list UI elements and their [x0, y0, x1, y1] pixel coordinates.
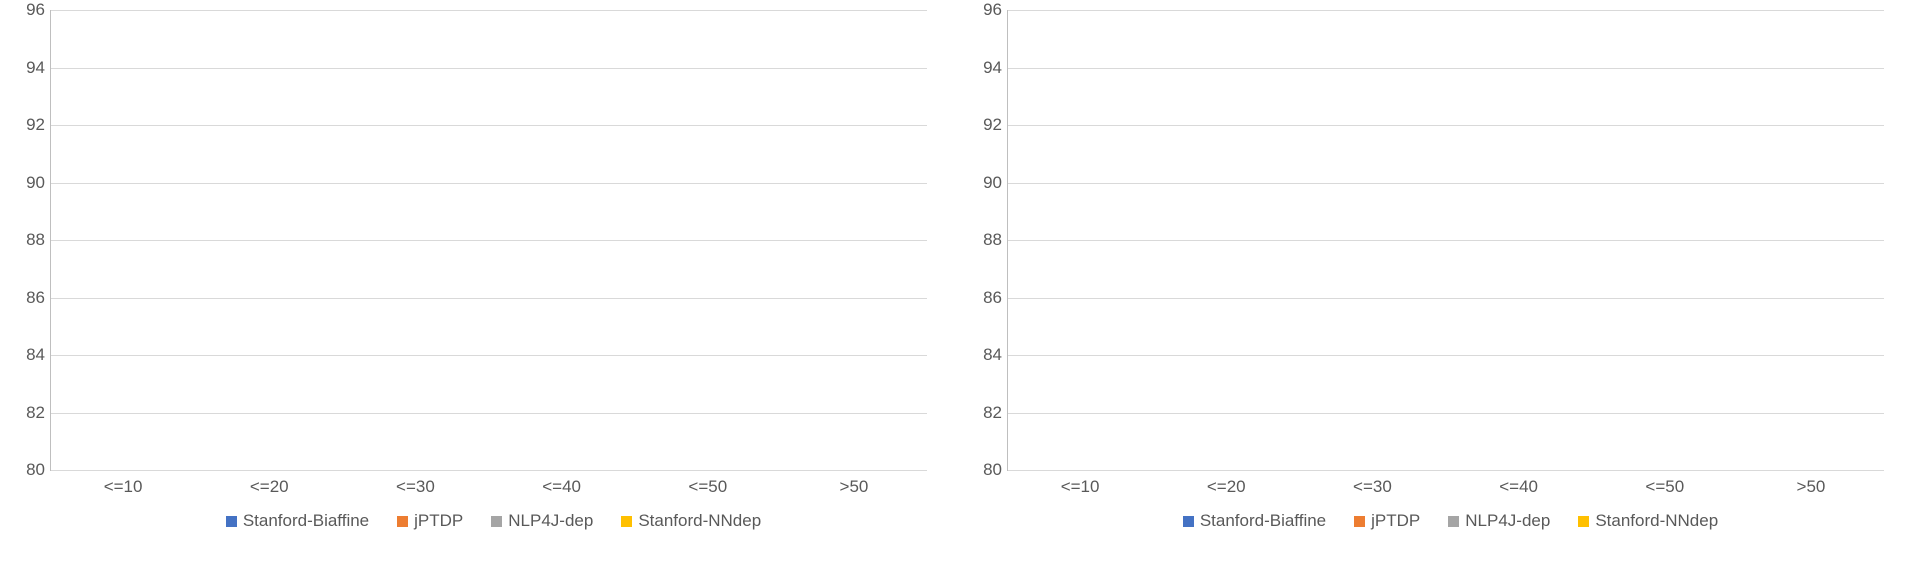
legend-swatch: [1354, 516, 1365, 527]
legend-item: Stanford-Biaffine: [1183, 511, 1326, 531]
xtick-label: >50: [781, 477, 927, 497]
x-axis-labels: <=10 <=20 <=30 <=40 <=50 >50: [50, 477, 927, 497]
x-axis-labels: <=10 <=20 <=30 <=40 <=50 >50: [1007, 477, 1884, 497]
legend-label: jPTDP: [414, 511, 463, 531]
ytick-label: 80: [983, 460, 1008, 480]
legend-label: jPTDP: [1371, 511, 1420, 531]
ytick-label: 84: [26, 345, 51, 365]
legend-swatch: [1448, 516, 1459, 527]
legend-item: Stanford-NNdep: [621, 511, 761, 531]
ytick-label: 80: [26, 460, 51, 480]
legend-item: jPTDP: [397, 511, 463, 531]
charts-container: 80 82 84 86 88 90 92 94 96: [0, 0, 1914, 570]
xtick-label: <=30: [342, 477, 488, 497]
xtick-label: <=40: [489, 477, 635, 497]
legend: Stanford-Biaffine jPTDP NLP4J-dep Stanfo…: [1007, 511, 1894, 531]
ytick-label: 94: [983, 58, 1008, 78]
ytick-label: 96: [983, 0, 1008, 20]
legend-swatch: [491, 516, 502, 527]
bar-groups: [51, 10, 927, 470]
ytick-label: 90: [983, 173, 1008, 193]
ytick-label: 88: [983, 230, 1008, 250]
legend-swatch: [1578, 516, 1589, 527]
plot-area-right: 80 82 84 86 88 90 92 94 96: [1007, 10, 1884, 471]
legend-item: Stanford-NNdep: [1578, 511, 1718, 531]
legend-label: NLP4J-dep: [508, 511, 593, 531]
bar-groups: [1008, 10, 1884, 470]
legend-item: Stanford-Biaffine: [226, 511, 369, 531]
legend-item: jPTDP: [1354, 511, 1420, 531]
legend-label: Stanford-Biaffine: [243, 511, 369, 531]
gridline: [51, 470, 927, 471]
legend-swatch: [226, 516, 237, 527]
ytick-label: 94: [26, 58, 51, 78]
xtick-label: <=50: [635, 477, 781, 497]
legend-label: Stanford-Biaffine: [1200, 511, 1326, 531]
legend: Stanford-Biaffine jPTDP NLP4J-dep Stanfo…: [50, 511, 937, 531]
xtick-label: <=40: [1446, 477, 1592, 497]
gridline: [1008, 470, 1884, 471]
legend-item: NLP4J-dep: [1448, 511, 1550, 531]
xtick-label: <=50: [1592, 477, 1738, 497]
legend-label: NLP4J-dep: [1465, 511, 1550, 531]
xtick-label: <=20: [1153, 477, 1299, 497]
legend-label: Stanford-NNdep: [1595, 511, 1718, 531]
ytick-label: 96: [26, 0, 51, 20]
ytick-label: 88: [26, 230, 51, 250]
chart-left: 80 82 84 86 88 90 92 94 96: [0, 0, 957, 570]
ytick-label: 84: [983, 345, 1008, 365]
xtick-label: <=20: [196, 477, 342, 497]
ytick-label: 82: [983, 403, 1008, 423]
plot-area-left: 80 82 84 86 88 90 92 94 96: [50, 10, 927, 471]
ytick-label: 86: [26, 288, 51, 308]
ytick-label: 82: [26, 403, 51, 423]
chart-right: 80 82 84 86 88 90 92 94 96: [957, 0, 1914, 570]
legend-swatch: [397, 516, 408, 527]
legend-swatch: [621, 516, 632, 527]
legend-swatch: [1183, 516, 1194, 527]
xtick-label: >50: [1738, 477, 1884, 497]
ytick-label: 92: [26, 115, 51, 135]
ytick-label: 92: [983, 115, 1008, 135]
xtick-label: <=10: [50, 477, 196, 497]
xtick-label: <=30: [1299, 477, 1445, 497]
xtick-label: <=10: [1007, 477, 1153, 497]
legend-item: NLP4J-dep: [491, 511, 593, 531]
ytick-label: 90: [26, 173, 51, 193]
legend-label: Stanford-NNdep: [638, 511, 761, 531]
ytick-label: 86: [983, 288, 1008, 308]
